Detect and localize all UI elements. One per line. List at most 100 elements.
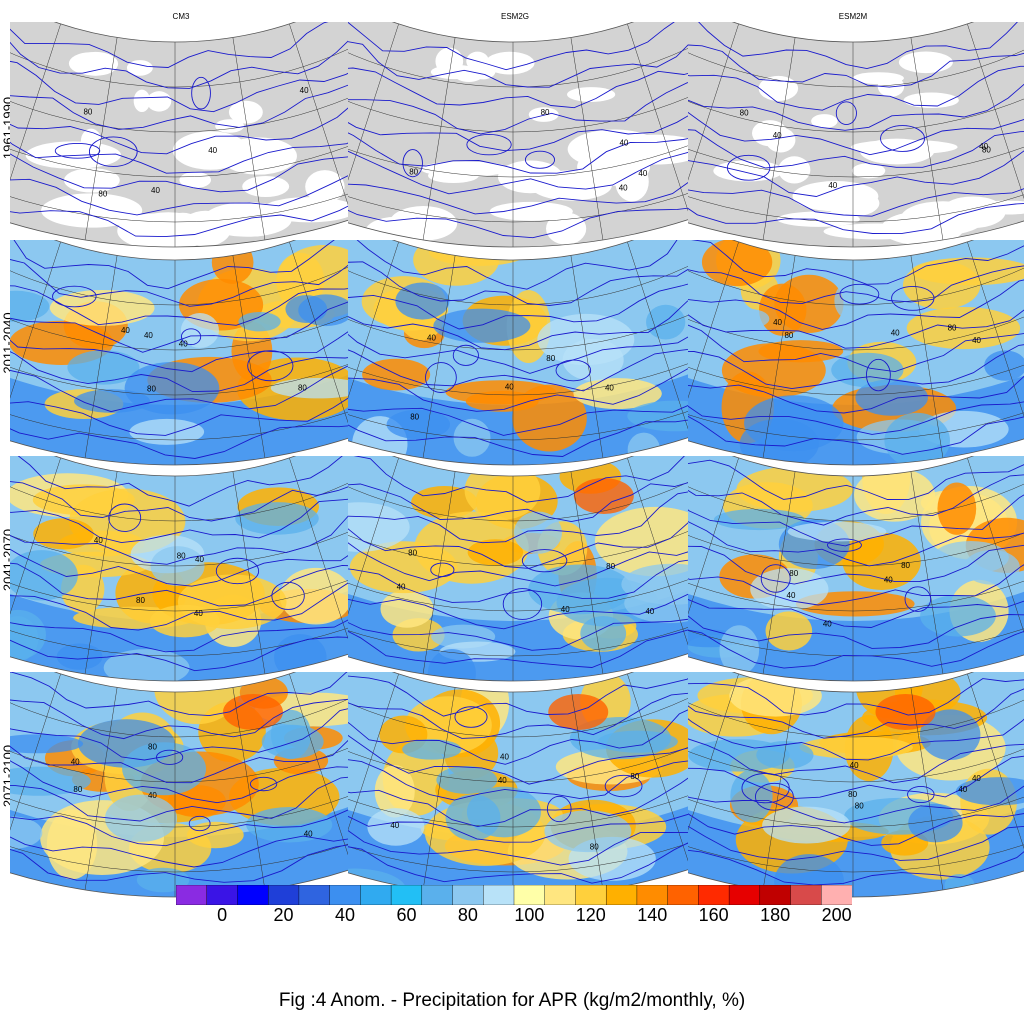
contour-label: 40 (505, 382, 514, 391)
contour-label: 40 (638, 169, 647, 178)
colorbar-tick-label: 100 (514, 905, 545, 925)
colorbar-swatch (513, 885, 546, 905)
contour-label: 80 (740, 109, 749, 118)
contour-label: 40 (500, 752, 509, 761)
contour-label: 80 (855, 802, 864, 811)
contour-label: 40 (619, 183, 628, 192)
map-panel-esm2m-2041-2070: 40 80 40 80 40 (688, 456, 1024, 686)
colorbar-swatch (298, 885, 331, 905)
column-title-esm2m: ESM2M (838, 12, 868, 21)
contour-label: 80 (177, 552, 186, 561)
colorbar-swatch (636, 885, 669, 905)
contour-label: 80 (408, 548, 417, 557)
map-panel-esm2g-2011-2040: 40 80 40 80 40 (348, 240, 688, 470)
map-panel-cm3-1961-1990: 40 80 40 80 40 (10, 22, 350, 252)
colorbar-swatch (790, 885, 822, 905)
colorbar-tick-label: 60 (396, 905, 417, 925)
colorbar-swatch (728, 885, 761, 905)
colorbar-tick-label: 140 (637, 905, 668, 925)
colorbar-swatch (698, 885, 730, 905)
colorbar-tick-label: 180 (760, 905, 791, 925)
contour-label: 80 (298, 384, 307, 393)
figure-caption: Fig :4 Anom. - Precipitation for APR (kg… (278, 990, 746, 1011)
contour-label: 40 (823, 619, 832, 628)
colorbar (176, 885, 852, 905)
contour-label: 40 (619, 138, 628, 147)
contour-label: 80 (147, 384, 156, 393)
contour-label: 40 (828, 181, 837, 190)
contour-label: 40 (121, 326, 130, 335)
contour-label: 40 (144, 331, 153, 340)
map-panel-esm2m-2011-2040: 40 80 40 80 40 (688, 240, 1024, 470)
contour-label: 40 (773, 131, 782, 140)
contour-label: 80 (982, 145, 991, 154)
colorbar-swatch (329, 885, 361, 905)
contour-label: 80 (630, 772, 639, 781)
contour-label: 40 (427, 334, 436, 343)
contour-label: 80 (606, 562, 615, 571)
colorbar-tick-label: 80 (457, 905, 478, 925)
contour-label: 40 (208, 146, 217, 155)
colorbar-swatch (390, 885, 423, 905)
map-panel-cm3-2071-2100: 40 80 40 80 40 (10, 672, 350, 902)
contour-label: 40 (850, 761, 859, 770)
contour-label: 40 (979, 142, 988, 151)
contour-label: 80 (136, 596, 145, 605)
contour-label: 80 (410, 412, 419, 421)
contour-label: 40 (884, 575, 893, 584)
contour-label: 40 (148, 791, 157, 800)
colorbar-swatch (759, 885, 792, 905)
map-panel-esm2m-1961-1990: 40 80 40 80 40 (688, 22, 1024, 252)
colorbar-swatch (360, 885, 392, 905)
contour-label: 40 (498, 776, 507, 785)
colorbar-swatch (237, 885, 269, 905)
contour-label: 40 (958, 785, 967, 794)
contour-label: 40 (891, 328, 900, 337)
colorbar-tick-label: 0 (217, 905, 228, 925)
colorbar-swatch (452, 885, 484, 905)
contour-label: 40 (397, 582, 406, 591)
contour-label: 80 (901, 561, 910, 570)
contour-label: 40 (300, 86, 309, 95)
map-panel-esm2g-2041-2070: 40 80 40 80 40 (348, 456, 688, 686)
contour-label: 40 (773, 318, 782, 327)
map-panel-cm3-2041-2070: 40 80 40 80 40 (10, 456, 350, 686)
colorbar-swatch (544, 885, 576, 905)
contour-label: 40 (605, 384, 614, 393)
contour-label: 40 (151, 186, 160, 195)
map-panel-esm2g-2071-2100: 40 80 40 80 40 (348, 672, 688, 902)
colorbar-tick-label: 20 (273, 905, 294, 925)
contour-label: 40 (179, 340, 188, 349)
map-panel-cm3-2011-2040: 40 80 40 80 40 (10, 240, 350, 470)
colorbar-swatch (206, 885, 238, 905)
colorbar-tick-label: 160 (698, 905, 729, 925)
contour-label: 80 (83, 108, 92, 117)
contour-label: 80 (148, 742, 157, 751)
column-title-cm3: CM3 (172, 12, 190, 21)
colorbar-swatch (176, 885, 208, 905)
contour-label: 40 (972, 336, 981, 345)
colorbar-swatch (821, 885, 852, 905)
colorbar-swatch (483, 885, 515, 905)
contour-label: 40 (390, 821, 399, 830)
colorbar-swatch (421, 885, 454, 905)
colorbar-swatch (267, 885, 300, 905)
contour-label: 80 (784, 331, 793, 340)
contour-label: 80 (948, 324, 957, 333)
contour-label: 80 (541, 108, 550, 117)
contour-label: 40 (787, 591, 796, 600)
contour-label: 40 (972, 774, 981, 783)
colorbar-tick-label: 200 (821, 905, 852, 925)
contour-label: 80 (73, 785, 82, 794)
colorbar-swatch (575, 885, 607, 905)
contour-label: 40 (94, 536, 103, 545)
colorbar-tick-label: 120 (575, 905, 606, 925)
colorbar-swatch (667, 885, 699, 905)
contour-label: 40 (304, 830, 313, 839)
column-title-esm2g: ESM2G (500, 12, 529, 21)
map-panel-esm2m-2071-2100: 40 80 40 80 40 (688, 672, 1024, 902)
contour-label: 80 (789, 569, 798, 578)
contour-label: 40 (194, 609, 203, 618)
contour-label: 40 (561, 605, 570, 614)
contour-label: 80 (409, 167, 418, 176)
